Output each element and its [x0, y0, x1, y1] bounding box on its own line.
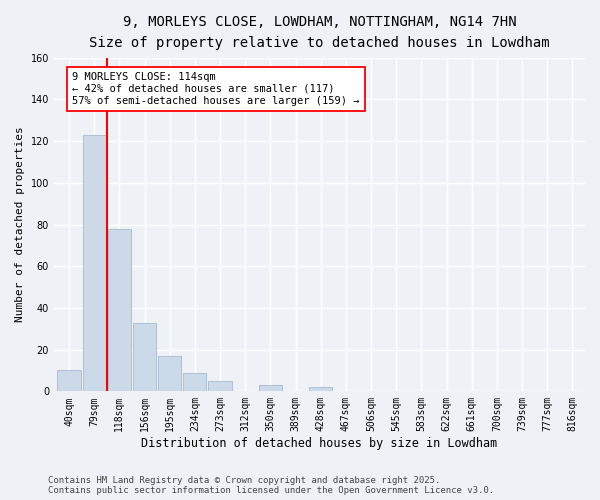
Bar — [309, 387, 332, 392]
Bar — [83, 135, 106, 392]
Bar — [259, 385, 282, 392]
Text: Contains HM Land Registry data © Crown copyright and database right 2025.
Contai: Contains HM Land Registry data © Crown c… — [48, 476, 494, 495]
Bar — [208, 381, 232, 392]
Y-axis label: Number of detached properties: Number of detached properties — [15, 126, 25, 322]
Bar — [133, 322, 156, 392]
Bar — [158, 356, 181, 392]
X-axis label: Distribution of detached houses by size in Lowdham: Distribution of detached houses by size … — [142, 437, 497, 450]
Bar — [108, 228, 131, 392]
Bar — [183, 372, 206, 392]
Text: 9 MORLEYS CLOSE: 114sqm
← 42% of detached houses are smaller (117)
57% of semi-d: 9 MORLEYS CLOSE: 114sqm ← 42% of detache… — [72, 72, 359, 106]
Bar — [58, 370, 80, 392]
Title: 9, MORLEYS CLOSE, LOWDHAM, NOTTINGHAM, NG14 7HN
Size of property relative to det: 9, MORLEYS CLOSE, LOWDHAM, NOTTINGHAM, N… — [89, 15, 550, 50]
